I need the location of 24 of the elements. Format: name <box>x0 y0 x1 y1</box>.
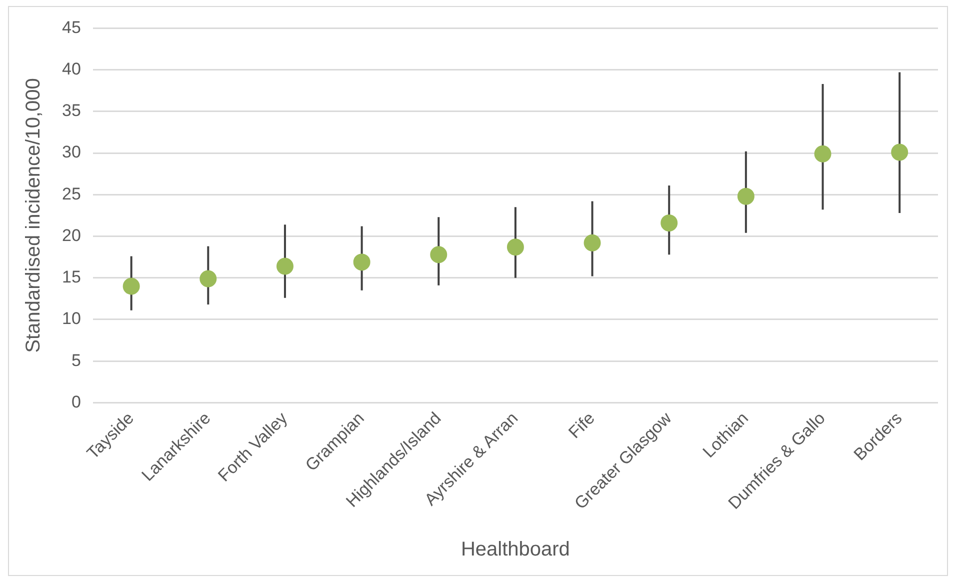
x-tick-label: Fife <box>564 408 598 442</box>
x-axis-title: Healthboard <box>460 538 570 561</box>
y-tick-label: 25 <box>62 184 81 204</box>
y-tick-label: 15 <box>62 268 81 287</box>
y-tick-label: 45 <box>62 18 81 37</box>
y-tick-label: 35 <box>62 101 81 120</box>
y-tick-label: 30 <box>62 142 81 162</box>
y-tick-label: 20 <box>62 226 81 245</box>
point <box>737 188 754 205</box>
y-axis-title: Standardised incidence/10,000 <box>22 78 45 353</box>
point <box>660 214 678 232</box>
point <box>200 270 217 288</box>
point <box>353 254 370 271</box>
y-tick-label: 5 <box>71 350 81 370</box>
point <box>891 144 908 161</box>
y-tick-label: 10 <box>62 309 81 328</box>
point <box>276 258 294 275</box>
point <box>506 238 524 256</box>
point <box>122 278 140 295</box>
y-tick-label: 0 <box>71 392 81 412</box>
y-tick-label: 40 <box>62 60 81 78</box>
point <box>584 234 601 252</box>
point <box>814 145 832 162</box>
point <box>430 246 448 264</box>
